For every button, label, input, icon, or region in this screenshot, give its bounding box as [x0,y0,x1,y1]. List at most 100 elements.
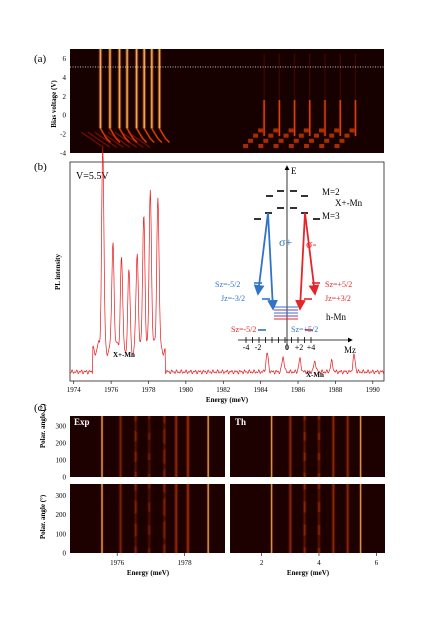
th-emission-line [287,416,293,477]
m2-label: M=2 [322,187,340,197]
sz-plus-bottom-label: Sz=+5/2 [291,325,318,334]
panel-c-ylabel-bottom: Polar. angle (°) [39,494,47,539]
emission-line-right-faint [339,53,342,101]
th-modulation-band [297,511,330,526]
label-xmn-left: X+-Mn [113,351,135,359]
panel-a-ytick: 2 [63,93,67,101]
emission-line-right-step [309,138,315,143]
emission-line-left-tail [126,128,138,143]
panel-c-ylabel-top: Polar. angle (°) [39,403,47,448]
emission-line-right-step [298,133,304,138]
th-modulation-band [297,419,330,434]
panel-a-ytick: 4 [63,74,67,82]
mz-tick-label: -4 [243,343,250,352]
emission-line-left [98,49,103,129]
pl-spectrum-curve [69,147,385,375]
th-modulation-band [297,488,330,503]
emission-line-right-faint [293,53,296,101]
exp-emission-line [100,416,104,477]
th-emission-line [270,484,274,553]
emission-line-right-step [243,144,249,149]
m3-label: M=3 [322,211,340,221]
emission-line-left-tail [135,128,148,143]
th-modulation-band [297,459,330,474]
panel-a-ytick: 6 [63,55,67,63]
panel-b-xtick: 1988 [328,386,343,394]
mz-tick-label: +4 [307,343,316,352]
th-emission-line [302,416,308,477]
panel-c-xlabel-left: Energy (meV) [127,569,170,577]
emission-line-left-tail [109,128,121,143]
low-bias-streak [121,131,144,148]
sigma-plus-arrow-outer [253,212,269,296]
emission-line-right-step [324,138,330,143]
panel-c-xtick-right: 2 [260,559,264,567]
panel-c-xtick-left: 1978 [178,559,193,567]
panel-b-xtick: 1990 [366,386,381,394]
exp-emission-line [161,484,167,553]
th-emission-line [316,416,322,477]
emission-line-right-step [268,133,274,138]
panel-c-label: (c) [34,402,47,414]
sigma-plus-label: σ+ [279,235,292,249]
emission-line-right-step [248,138,254,143]
panel-a-ytick: -4 [60,150,66,158]
emission-line-right-step [283,133,289,138]
th-emission-line [287,484,293,553]
th-label: Th [235,417,246,427]
emission-line-left [134,49,139,129]
sigma-minus-arrow-inner [295,212,306,311]
panel-a-heatmap [70,49,384,153]
low-bias-streak [101,131,124,148]
th-emission-line [345,484,351,553]
exp-modulation-band [130,534,166,549]
low-bias-streak [87,131,111,148]
emission-line-right-step [253,133,259,138]
panel-c-ytick: 0 [63,474,67,482]
th-modulation-band [297,534,330,549]
label-xmn-right: X-Mn [306,371,324,379]
exp-modulation-band [130,459,166,474]
emission-line-right-step [339,138,345,143]
emission-line-left [124,49,130,129]
panel-c-ytick: 100 [56,530,67,538]
exp-emission-line [133,416,139,477]
emission-line-right [323,100,327,136]
panel-b-xtick: 1982 [216,386,231,394]
emission-line-right-step [273,128,279,133]
exp-emission-line [118,416,124,477]
panel-c-yticks: 300 200 100 0 300 200 100 0 [56,423,67,558]
panel-b-label: (b) [34,161,47,173]
th-emission-line [359,484,363,553]
low-bias-streak [81,131,104,148]
panel-a-ylabel: Bias voltage (V) [50,80,58,128]
emission-line-right-faint [323,53,327,101]
emission-line-right [292,100,297,136]
emission-line-right-step [303,128,309,133]
exp-modulation-band [130,488,166,503]
exp-emission-line [185,484,191,553]
emission-line-right-step [258,144,264,149]
emission-line-right [338,100,342,136]
jz-plus-label: Jz=+3/2 [325,294,351,303]
mz-tick-label: +2 [295,343,304,352]
th-emission-line [345,416,351,477]
emission-line-right-step [273,144,279,149]
panel-c-ytick: 300 [56,423,67,431]
mz-tick-label: 0 [285,343,289,352]
th-emission-line [330,484,336,553]
emission-line-right-faint [278,53,281,101]
panel-b-xlabel: Energy (meV) [206,396,249,404]
exp-emission-line [118,484,124,553]
sz-minus-bottom-label: Sz=-5/2 [231,325,256,334]
panel-c-ytick: 0 [63,550,67,558]
panel-b-xtick: 1976 [104,386,119,394]
panel-c-xtick-left: 1976 [110,559,125,567]
panel-c-ytick: 200 [56,511,67,519]
voltage-label: V=5.5V [76,171,109,182]
panel-c-ytick: 200 [56,440,67,448]
emission-line-right-step [334,144,340,149]
th-emission-line [330,416,336,477]
sz-minus-top-label: Sz=-5/2 [215,280,240,289]
